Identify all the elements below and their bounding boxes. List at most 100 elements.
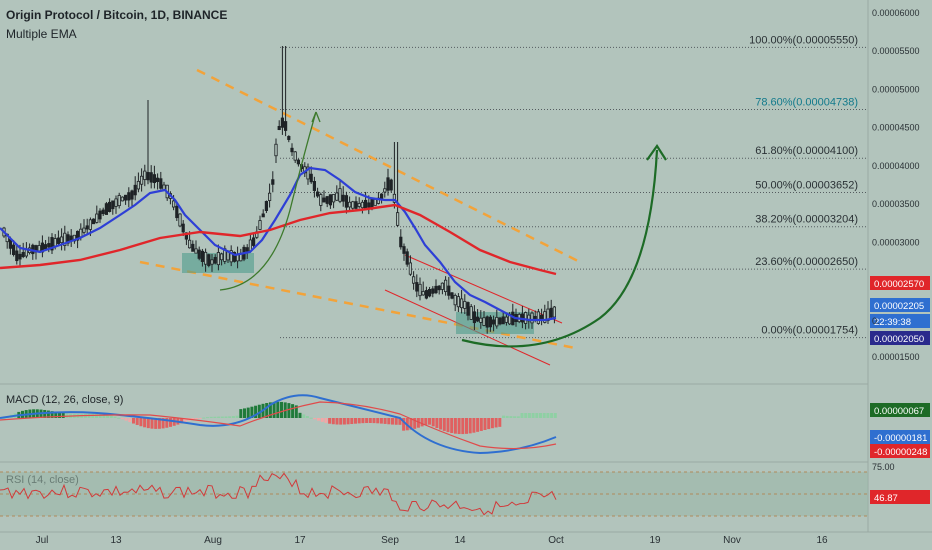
- candle-body: [447, 285, 451, 296]
- candle-body: [530, 312, 534, 324]
- candle-body: [207, 254, 211, 267]
- price-label-bg: [870, 331, 930, 345]
- macd-histogram-bar: [439, 418, 443, 430]
- macd-histogram-bar: [109, 415, 113, 418]
- candle-body: [82, 227, 86, 233]
- macd-histogram-bar: [139, 418, 143, 427]
- macd-histogram-bar: [135, 418, 139, 425]
- candle-body: [408, 262, 413, 275]
- candle-body: [203, 251, 208, 265]
- fib-label: 78.60%(0.00004738): [755, 96, 858, 108]
- candle-body: [130, 190, 134, 200]
- y-tick-label: 0.00005500: [872, 46, 920, 56]
- macd-histogram-bar: [416, 418, 420, 428]
- price-label-bg: [870, 276, 930, 290]
- candle-body: [197, 249, 201, 259]
- macd-histogram-bar: [350, 418, 354, 425]
- candle-body: [60, 236, 64, 244]
- x-tick-label: 13: [110, 535, 122, 546]
- macd-histogram-bar: [539, 413, 542, 418]
- candle-body: [466, 302, 470, 316]
- macd-histogram-bar: [58, 412, 61, 418]
- macd-histogram-bar: [320, 418, 324, 422]
- candle-body: [258, 220, 262, 230]
- candle-body: [328, 194, 333, 206]
- candle-body: [536, 311, 541, 324]
- macd-histogram-bar: [342, 418, 346, 425]
- macd-histogram-bar: [265, 403, 269, 418]
- big-arrow-head: [646, 144, 667, 161]
- candle-body: [443, 279, 448, 293]
- macd-value-label: -0.00000248: [874, 447, 927, 458]
- macd-histogram-bar: [2, 418, 6, 419]
- candle-body: [469, 306, 473, 320]
- macd-histogram-bar: [46, 410, 50, 418]
- macd-histogram-bar: [254, 405, 258, 418]
- big-arrow-curve: [461, 149, 659, 348]
- candle-body: [421, 291, 425, 296]
- macd-histogram-bar: [516, 416, 520, 418]
- macd-histogram-bar: [102, 414, 106, 418]
- macd-histogram-bar: [239, 409, 243, 418]
- y-tick-label: 0.00005000: [872, 84, 920, 94]
- macd-histogram-bar: [476, 418, 480, 432]
- ema-slow-line: [0, 203, 557, 276]
- candle-body: [341, 194, 345, 202]
- wedge-upper-line: [404, 254, 563, 324]
- x-tick-label: Oct: [548, 535, 564, 546]
- macd-histogram-bar: [317, 418, 320, 421]
- macd-histogram-bar: [228, 416, 232, 418]
- macd-histogram-bar: [546, 413, 550, 418]
- macd-histogram-bar: [206, 417, 209, 419]
- macd-histogram-bar: [339, 418, 343, 425]
- candle-body: [402, 246, 406, 254]
- macd-histogram-bar: [509, 416, 513, 418]
- candle-body: [11, 244, 16, 256]
- candle-body: [351, 201, 355, 209]
- macd-histogram-bar: [128, 418, 132, 423]
- candle-body: [319, 194, 323, 206]
- candle-body: [287, 136, 291, 140]
- x-tick-label: Aug: [204, 535, 222, 546]
- macd-histogram-bar: [124, 418, 128, 421]
- candle-body: [453, 295, 457, 306]
- macd-histogram-bar: [272, 401, 276, 418]
- macd-histogram-bar: [472, 418, 476, 433]
- candle-body: [431, 288, 435, 294]
- macd-histogram-bar: [490, 418, 494, 429]
- candle-body: [159, 178, 163, 189]
- macd-histogram-bar: [520, 413, 524, 418]
- candle-body: [155, 177, 160, 183]
- rsi-axis-label: 75.00: [872, 462, 895, 472]
- candle-body: [136, 180, 140, 190]
- macd-title: MACD (12, 26, close, 9): [6, 394, 123, 406]
- candle-body: [213, 256, 217, 264]
- macd-histogram-bar: [494, 418, 498, 428]
- macd-histogram-bar: [309, 417, 313, 419]
- x-tick-label: 17: [294, 535, 306, 546]
- y-tick-label: 0.00003000: [872, 237, 920, 247]
- candle-body: [216, 252, 220, 266]
- macd-histogram-bar: [354, 418, 357, 424]
- macd-value-label-bg: [870, 430, 930, 444]
- candle-body: [120, 196, 124, 202]
- macd-histogram-bar: [402, 418, 406, 431]
- macd-histogram-bar: [154, 418, 158, 429]
- y-tick-label: 0.00006000: [872, 8, 920, 18]
- macd-histogram-bar: [372, 418, 376, 424]
- macd-histogram-bar: [98, 413, 102, 418]
- candle-body: [463, 301, 467, 309]
- macd-histogram-bar: [213, 416, 217, 418]
- candle-body: [440, 282, 445, 290]
- macd-histogram-bar: [106, 414, 110, 418]
- y-tick-label: 0.00004000: [872, 161, 920, 171]
- fib-label: 23.60%(0.00002650): [755, 256, 858, 268]
- macd-histogram-bar: [524, 413, 528, 418]
- candle-body: [383, 188, 387, 193]
- candle-body: [405, 251, 409, 265]
- macd-histogram-bar: [531, 413, 535, 418]
- macd-histogram-bar: [61, 412, 65, 418]
- macd-histogram-bar: [553, 413, 557, 418]
- macd-histogram-bar: [198, 418, 202, 419]
- candle-body: [418, 283, 422, 297]
